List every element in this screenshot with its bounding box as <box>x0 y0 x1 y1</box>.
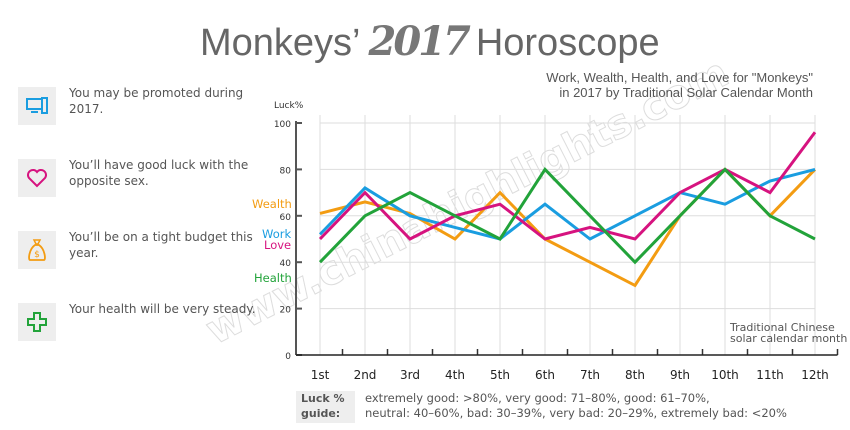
x-tick-label: 12th <box>801 368 829 382</box>
y-tick-label: 100 <box>274 120 291 130</box>
luck-guide-key: Luck % guide: <box>296 391 355 423</box>
x-tick-label: 2nd <box>354 368 377 382</box>
x-tick-label: 11th <box>756 368 784 382</box>
x-tick-label: 1st <box>311 368 330 382</box>
x-tick-label: 7th <box>580 368 600 382</box>
x-tick-label: 9th <box>670 368 690 382</box>
y-tick-label: 0 <box>285 352 291 362</box>
rooster-2017-logo: 2017 <box>368 18 471 65</box>
y-tick-label: 20 <box>280 306 292 316</box>
y-axis-label: Luck% <box>274 101 304 111</box>
tip-text: You’ll have good luck with the opposite … <box>69 158 249 188</box>
series-line-health <box>318 167 816 265</box>
tip-wealth: $ You’ll be on a tight budget this year. <box>18 230 259 269</box>
legend-wealth: Wealth <box>252 197 292 211</box>
series-line-work <box>318 167 816 241</box>
x-axis-label-line1: Traditional Chinese <box>729 321 835 334</box>
tip-work: You may be promoted during 2017. <box>18 86 259 125</box>
guide-line2: neutral: 40–60%, bad: 30–39%, very bad: … <box>365 406 787 420</box>
x-tick-label: 5th <box>490 368 510 382</box>
tip-text: You may be promoted during 2017. <box>69 86 244 116</box>
series-line-love <box>318 131 817 241</box>
tip-love: You’ll have good luck with the opposite … <box>18 158 259 197</box>
page-title: Monkeys’ 2017 Horoscope <box>200 18 660 65</box>
money-bag-icon: $ <box>18 231 56 269</box>
computer-icon <box>18 87 56 125</box>
x-tick-label: 3rd <box>400 368 420 382</box>
title-left: Monkeys’ <box>200 22 361 64</box>
guide-key-line2: guide: <box>301 407 341 420</box>
y-tick-label: 40 <box>280 259 292 269</box>
chart-subtitle: Work, Wealth, Health, and Love for "Monk… <box>463 70 813 100</box>
title-right: Horoscope <box>475 22 660 64</box>
heart-icon <box>18 159 56 197</box>
x-tick-label: 10th <box>711 368 739 382</box>
subtitle-line1: Work, Wealth, Health, and Love for "Monk… <box>546 70 813 85</box>
tip-text: Your health will be very steady. <box>69 302 256 316</box>
x-tick-label: 8th <box>625 368 645 382</box>
tip-health: Your health will be very steady. <box>18 302 259 341</box>
x-tick-label: 6th <box>535 368 555 382</box>
svg-text:$: $ <box>34 250 40 260</box>
legend-work: Work <box>262 227 292 241</box>
subtitle-line2: in 2017 by Traditional Solar Calendar Mo… <box>559 85 813 100</box>
guide-line1: extremely good: >80%, very good: 71–80%,… <box>365 391 710 405</box>
luck-guide-text: extremely good: >80%, very good: 71–80%,… <box>365 391 787 421</box>
health-cross-icon <box>18 303 56 341</box>
legend-health: Health <box>254 271 292 285</box>
y-tick-label: 60 <box>280 213 292 223</box>
tip-text: You’ll be on a tight budget this year. <box>69 230 253 260</box>
guide-key-line1: Luck % <box>301 392 345 405</box>
y-tick-label: 80 <box>280 166 292 176</box>
x-tick-label: 4th <box>445 368 465 382</box>
x-axis-label-line2: solar calendar month <box>730 332 847 345</box>
legend-love: Love <box>264 238 292 252</box>
